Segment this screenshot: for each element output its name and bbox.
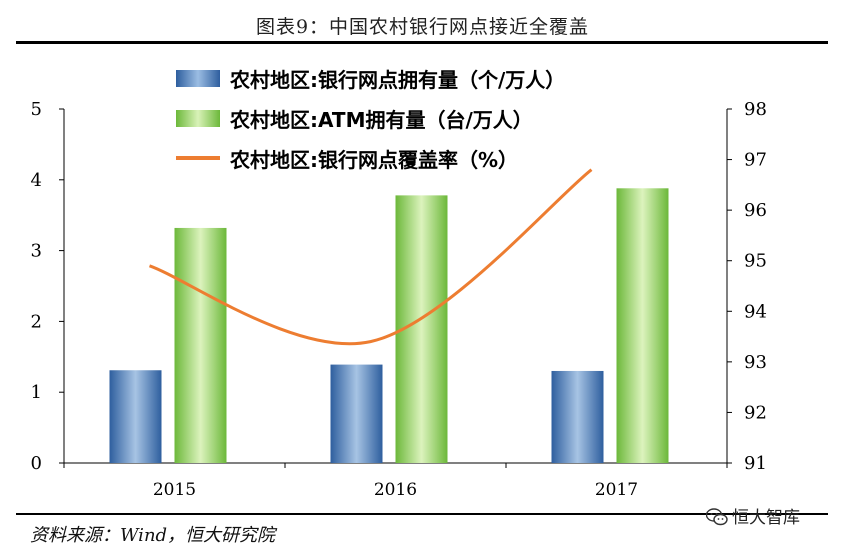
- left-tick-label: 2: [31, 311, 42, 332]
- right-tick-label: 94: [744, 301, 767, 322]
- legend-label-branches: 农村地区:银行网点拥有量（个/万人）: [230, 67, 566, 92]
- right-tick-label: 98: [744, 99, 767, 120]
- left-tick-label: 4: [31, 170, 42, 191]
- bar-atm: [616, 188, 669, 463]
- legend-label-atm: 农村地区:ATM拥有量（台/万人）: [230, 107, 533, 132]
- right-tick-label: 91: [744, 453, 767, 474]
- left-tick-label: 0: [31, 453, 42, 474]
- legend: 农村地区:银行网点拥有量（个/万人） 农村地区:ATM拥有量（台/万人） 农村地…: [176, 58, 565, 178]
- bar-branches: [330, 364, 383, 463]
- bottom-rule: [16, 513, 828, 515]
- legend-item-atm: 农村地区:ATM拥有量（台/万人）: [176, 98, 565, 138]
- right-tick-label: 93: [744, 352, 767, 373]
- chart-title: 图表9：中国农村银行网点接近全覆盖: [255, 16, 590, 38]
- left-tick-label: 3: [31, 241, 42, 262]
- legend-item-coverage: 农村地区:银行网点覆盖率（%）: [176, 138, 565, 178]
- legend-swatch-branches: [176, 69, 220, 87]
- bar-branches: [551, 370, 604, 463]
- right-tick-label: 95: [744, 251, 767, 272]
- legend-swatch-coverage: [176, 156, 220, 160]
- right-tick-label: 92: [744, 402, 767, 423]
- legend-label-coverage: 农村地区:银行网点覆盖率（%）: [230, 147, 519, 172]
- coverage-line: [149, 168, 593, 346]
- x-tick-label: 2016: [374, 480, 417, 500]
- legend-item-branches: 农村地区:银行网点拥有量（个/万人）: [176, 58, 565, 98]
- watermark-text: 恒大智库: [732, 508, 800, 528]
- top-rule: [16, 41, 828, 44]
- source-note: 资料来源：Wind，恒大研究院: [30, 525, 276, 546]
- watermark: 恒大智库: [706, 503, 800, 528]
- left-tick-label: 1: [31, 382, 42, 403]
- bar-branches: [109, 370, 162, 463]
- wechat-icon: [706, 508, 728, 526]
- left-tick-label: 5: [31, 99, 42, 120]
- right-tick-label: 96: [744, 200, 767, 221]
- right-tick-label: 97: [744, 150, 767, 171]
- legend-swatch-atm: [176, 109, 220, 127]
- x-tick-label: 2015: [153, 480, 196, 500]
- x-tick-label: 2017: [595, 480, 638, 500]
- bar-atm: [174, 227, 227, 463]
